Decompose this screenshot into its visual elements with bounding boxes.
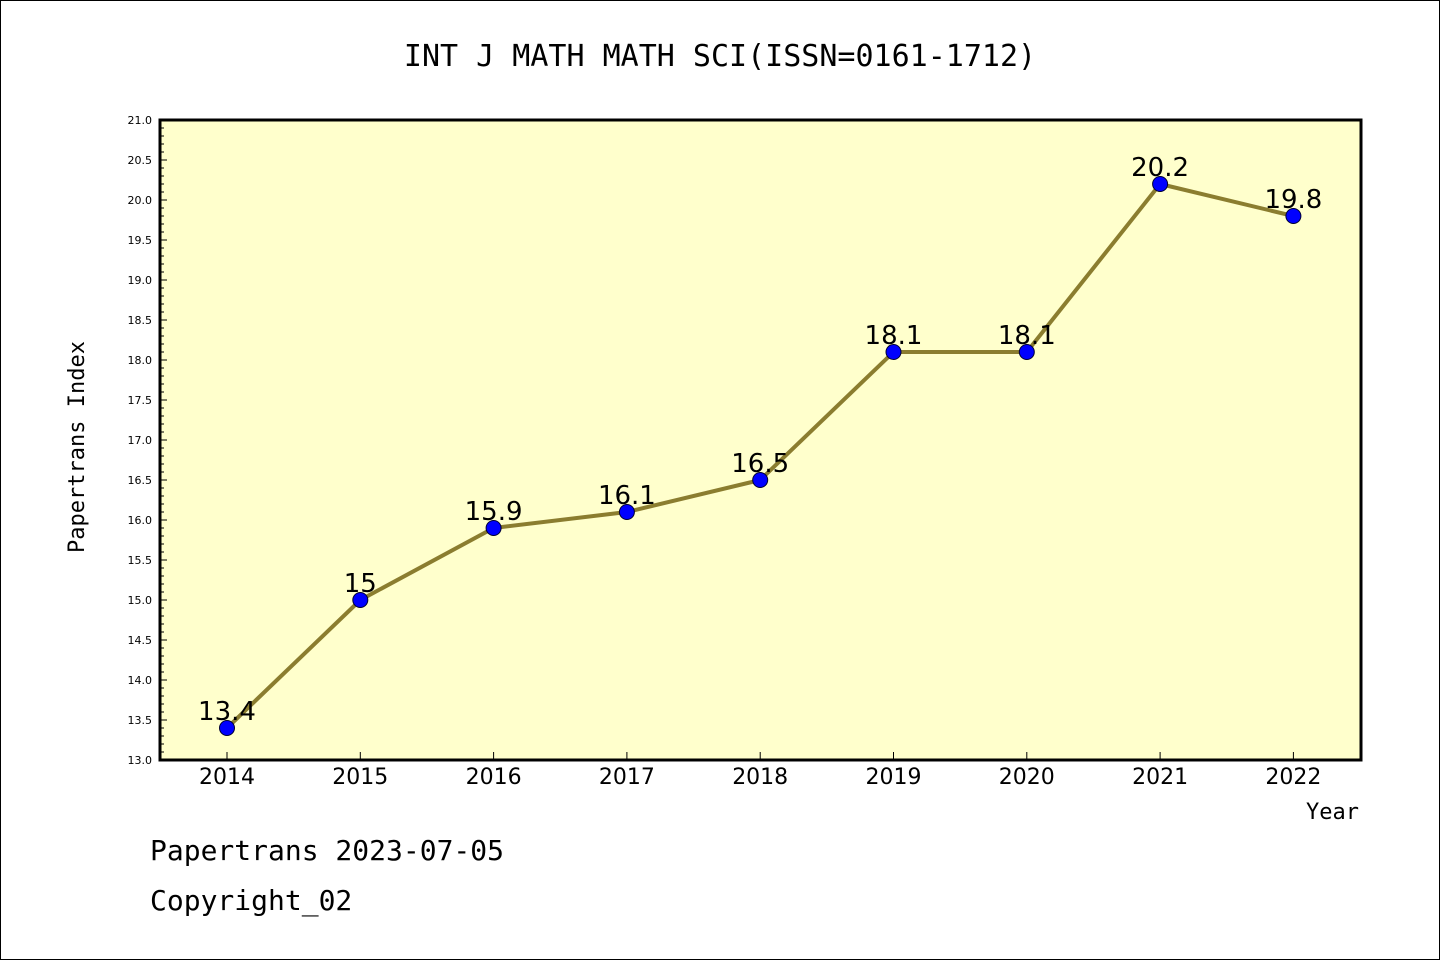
x-tick-label: 2019 (866, 765, 922, 790)
x-tick-label: 2022 (1265, 765, 1321, 790)
y-tick-label: 18.0 (128, 354, 153, 367)
plot-border (158, 118, 1363, 762)
x-tick-label: 2017 (599, 765, 655, 790)
series-papertrans-index: 13.4 15 15.9 16.1 16.5 18.1 18.1 20.2 19.8 (198, 153, 1322, 736)
data-label: 19.8 (1264, 185, 1322, 215)
data-point (1285, 208, 1302, 224)
x-tick-label: 2015 (332, 765, 388, 790)
x-tick-label: 2018 (732, 765, 788, 790)
data-label: 20.2 (1131, 153, 1189, 183)
y-tick-label: 13.5 (128, 714, 153, 727)
x-tick-label: 2021 (1132, 765, 1188, 790)
y-axis-label: Papertrans Index (65, 341, 90, 553)
data-label: 18.1 (998, 321, 1056, 351)
data-label: 16.5 (731, 449, 789, 479)
data-label: 16.1 (598, 481, 656, 511)
y-tick-label: 19.0 (128, 274, 153, 287)
y-tick-label: 20.0 (128, 194, 153, 207)
footer-copyright: Copyright_02 (150, 884, 353, 917)
x-tick-label: 2020 (999, 765, 1055, 790)
y-tick-label: 16.0 (128, 514, 153, 527)
y-tick-label: 17.0 (128, 434, 153, 447)
data-point (618, 504, 635, 520)
data-point (1018, 344, 1035, 360)
x-tick-label: 2016 (466, 765, 522, 790)
y-tick-label: 15.5 (128, 554, 153, 567)
y-tick-label: 15.0 (128, 594, 153, 607)
data-label: 13.4 (198, 697, 256, 727)
y-tick-label: 14.5 (128, 634, 153, 647)
data-point (352, 592, 369, 608)
footer-date: Papertrans 2023-07-05 (150, 834, 505, 867)
data-label: 18.1 (865, 321, 923, 351)
chart-title: INT J MATH MATH SCI(ISSN=0161-1712) (404, 39, 1036, 74)
plot-area (160, 120, 1361, 760)
data-label: 15.9 (465, 497, 523, 527)
data-point (1152, 176, 1169, 192)
data-label: 15 (344, 569, 377, 599)
x-tick-label: 2014 (199, 765, 255, 790)
y-tick-label: 20.5 (128, 154, 153, 167)
data-point (885, 344, 902, 360)
data-point (485, 520, 502, 536)
y-tick-label: 19.5 (128, 234, 153, 247)
y-tick-label: 18.5 (128, 314, 153, 327)
y-tick-label: 14.0 (128, 674, 153, 687)
y-tick-label: 16.5 (128, 474, 153, 487)
data-point (219, 720, 235, 736)
y-tick-label: 21.0 (128, 114, 153, 127)
y-tick-label: 17.5 (128, 394, 153, 407)
y-tick-label: 13.0 (128, 754, 153, 767)
data-point (752, 472, 769, 488)
x-axis-label: Year (1306, 800, 1359, 825)
